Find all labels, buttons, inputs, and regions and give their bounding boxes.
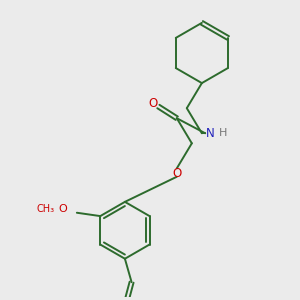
Text: O: O	[58, 204, 67, 214]
Text: H: H	[218, 128, 227, 138]
Text: O: O	[149, 97, 158, 110]
Text: N: N	[206, 127, 214, 140]
Text: O: O	[172, 167, 182, 180]
Text: CH₃: CH₃	[36, 204, 54, 214]
